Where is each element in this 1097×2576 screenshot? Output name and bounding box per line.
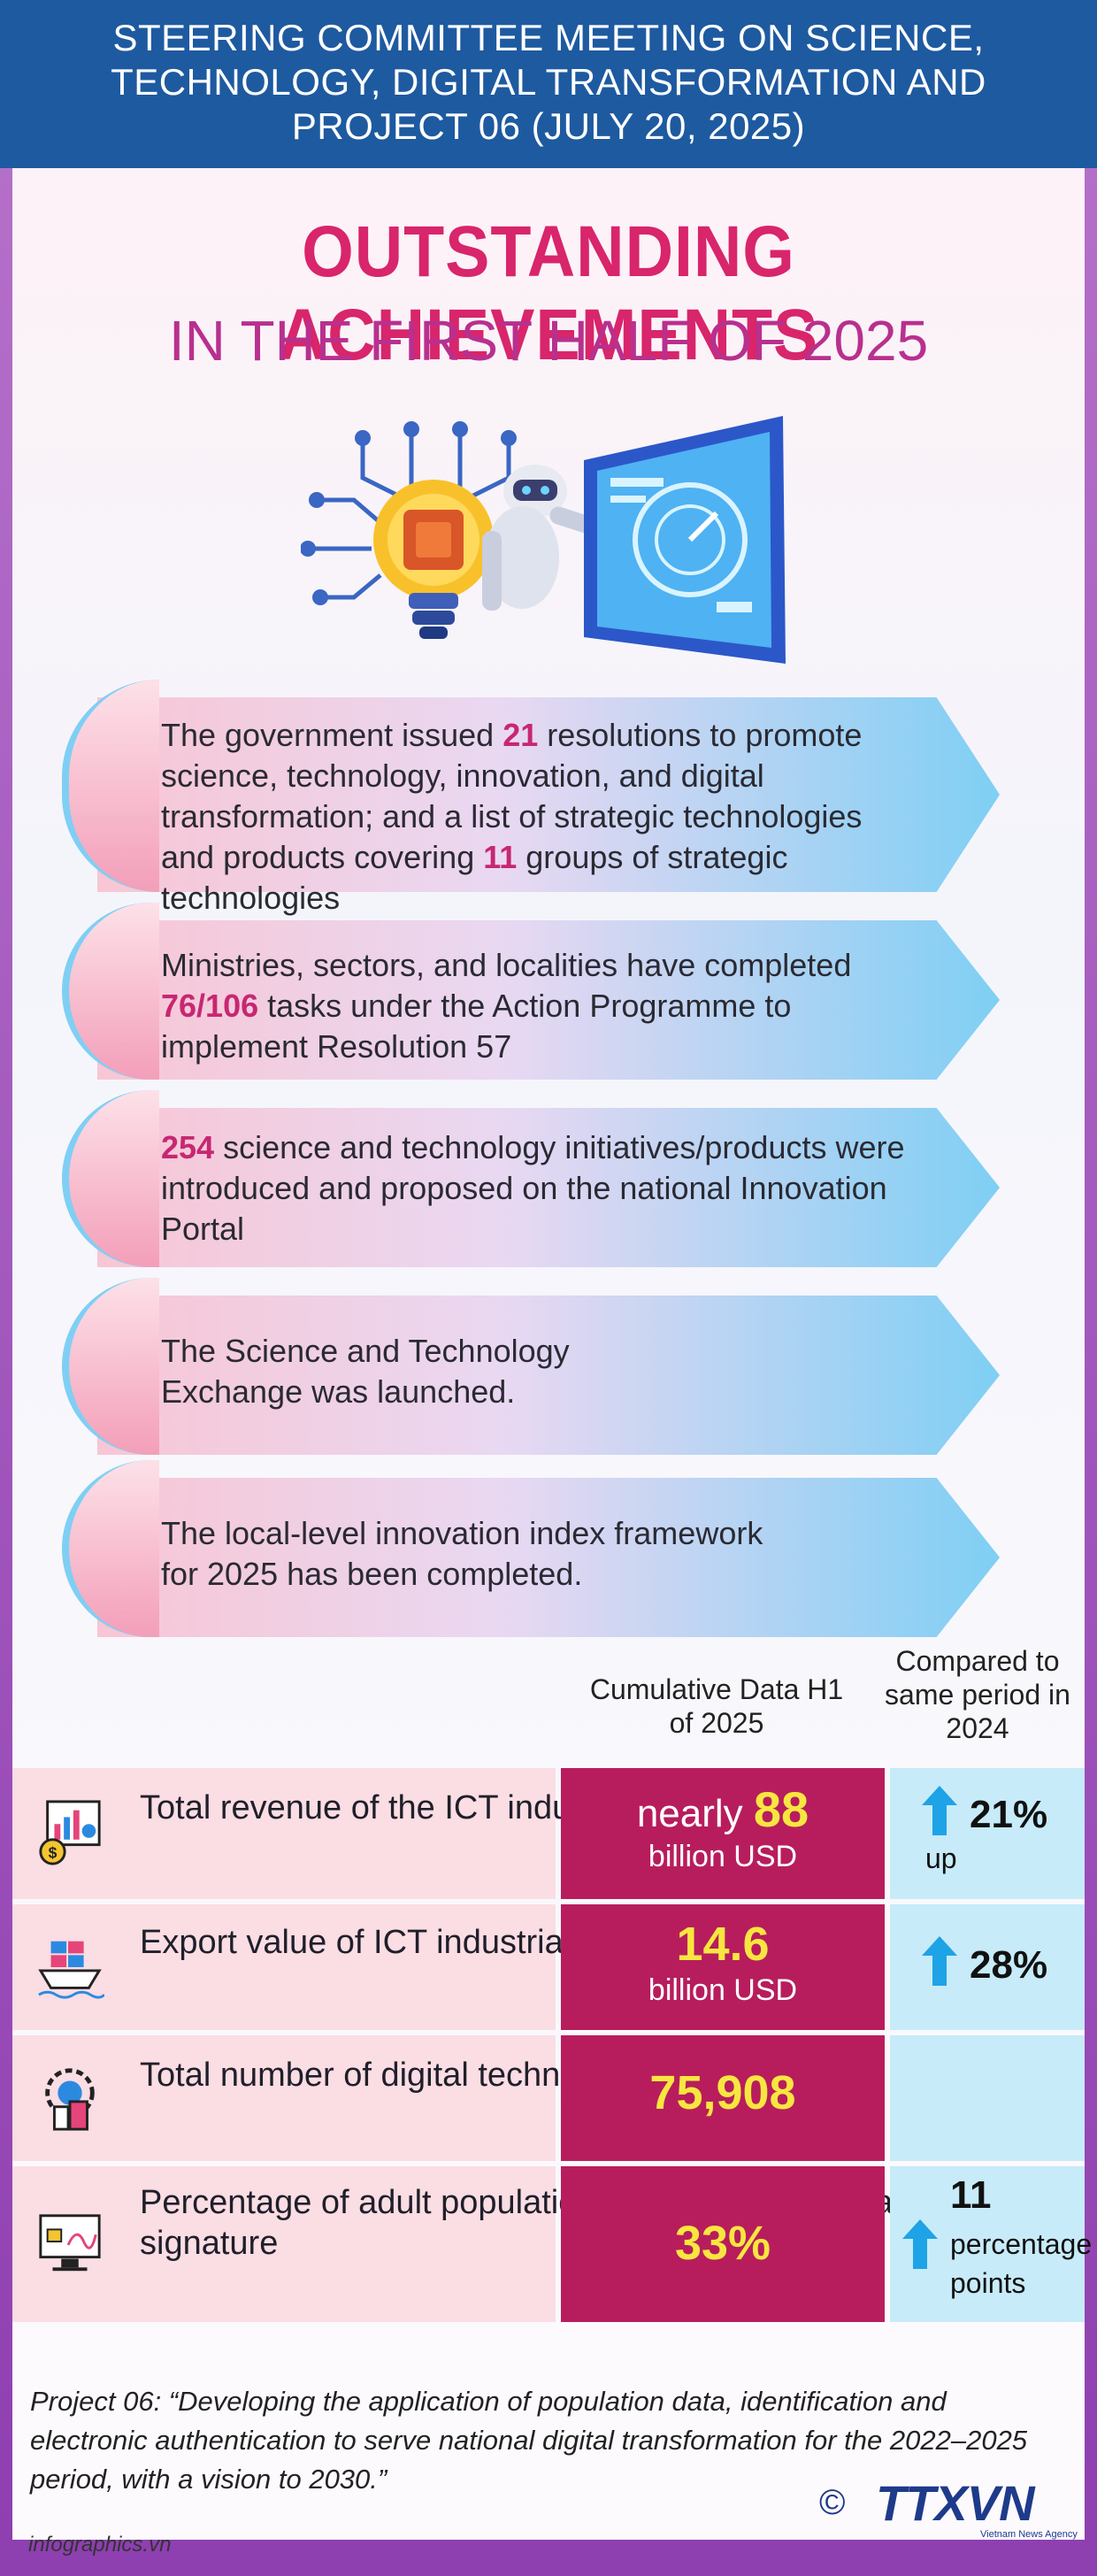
stat-label-cell [12,2035,556,2161]
stat-value-cell: 75,908 [561,2035,885,2161]
achievement-text-part: tasks under the Action Programme to impl… [161,988,792,1065]
cargo-ship-icon [38,1941,104,1999]
achievement-arrow-shape [97,1296,1000,1455]
stat-compare-cell: 21% up [890,1768,1085,1899]
header-line-3: PROJECT 06 (JULY 20, 2025) [291,105,806,147]
achievement-text: The government issued 21 resolutions to … [161,715,911,919]
digital-signature-icon [39,2214,101,2272]
stat-label-cell [12,2166,556,2322]
achievement-arrow-shape [97,1108,1000,1267]
stat-unit: billion USD [648,1840,798,1873]
technology-illustration [301,416,786,664]
achievement-text-part: Ministries, sectors, and localities have… [161,947,852,983]
achievement-half-circle [62,1090,159,1267]
stat-value: 14.6 [676,1918,770,1971]
up-arrow-icon [902,2219,938,2269]
achievement-half-circle [62,903,159,1080]
achievement-half-circle [62,1278,159,1455]
stat-value: 88 [753,1781,809,1837]
achievement-number: 254 [161,1129,215,1165]
stat-row: Export value of ICT industrial products … [12,1904,1085,2030]
ttxvn-logo: TTXVN [876,2475,1035,2531]
achievement-text-part: The government issued [161,717,503,753]
enterprise-gear-icon [45,2068,95,2131]
stat-value-cell: 14.6 billion USD [561,1904,885,2030]
achievement-text-part: science and technology initiatives/produ… [161,1129,905,1247]
achievement-arrow-shape [97,1478,1000,1637]
stat-change: 11 [950,2173,992,2217]
stat-change: 21% [970,1793,1048,1836]
robot-icon [482,465,610,611]
up-arrow-icon [922,1936,957,1986]
stat-compare-cell [890,2035,1085,2161]
stat-value: 33% [674,2217,771,2270]
touchscreen-icon [584,416,786,664]
achievement-half-circle [62,1460,159,1637]
header-line-1: STEERING COMMITTEE MEETING ON SCIENCE, [112,17,985,58]
stat-value: 75,908 [649,2066,796,2119]
stat-label-cell [12,1904,556,2030]
achievement-text-part: resolutions to promote science, technolo… [161,717,863,875]
stat-value-prefix: nearly [636,1792,743,1835]
stat-change-note: up [925,1842,957,1874]
ttxvn-logo-subtitle: Vietnam News Agency [980,2529,1078,2540]
achievement-item: The government issued 21 resolutions to … [62,680,1000,916]
stat-row: Total number of digital technology enter… [12,2035,1085,2161]
achievement-item: The Science and Technology Exchange was … [62,1278,1000,1455]
lightbulb-icon [373,480,494,639]
achievement-text: Ministries, sectors, and localities have… [161,945,911,1067]
right-border-stripe [1085,168,1097,2540]
revenue-chart-icon: $ [39,1800,101,1865]
achievement-arrow-shape [97,920,1000,1080]
achievement-text: 254 science and technology initiatives/p… [161,1127,911,1250]
achievement-text: The local-level innovation index framewo… [161,1515,763,1592]
page-title: OUTSTANDING ACHIEVEMENTS [278,211,819,375]
header-banner: STEERING COMMITTEE MEETING ON SCIENCE, T… [0,0,1097,168]
achievement-item: The local-level innovation index framewo… [62,1460,1000,1637]
achievement-text: The Science and Technology Exchange was … [161,1333,570,1410]
stat-unit: billion USD [648,1973,798,2007]
copyright-symbol: © [819,2483,846,2522]
column-header-cumulative: Cumulative Data H1 of 2025 [589,1673,844,1739]
achievement-text-part: groups of strategic technologies [161,839,788,916]
achievement-number: 11 [483,839,518,875]
stat-change: 28% [970,1943,1048,1987]
achievement-number: 76/106 [161,988,259,1024]
stat-label: Total revenue of the ICT industry [140,1789,625,1826]
page-subtitle: IN THE FIRST HALF OF 2025 [168,309,929,373]
stat-compare-cell: 11 percentage points [890,2166,1093,2322]
project-note: Project 06: “Developing the application … [30,2386,1028,2495]
stat-compare-cell: 28% [890,1904,1085,2030]
achievement-half-circle [62,680,159,892]
svg-text:$: $ [49,1843,58,1861]
left-border-stripe [0,168,12,2540]
up-arrow-icon [922,1786,957,1835]
bottom-bar [0,2540,1097,2576]
stat-value-cell: nearly 88 billion USD [561,1768,885,1899]
stat-label-cell [12,1768,556,1899]
column-header-compared: Compared to same period in 2024 [885,1645,1070,1744]
stat-row: $ Total revenue of the ICT industry near… [12,1768,1085,1899]
achievement-number: 21 [502,717,539,753]
achievement-arrow-shape [97,697,1000,892]
stat-value-cell: 33% [561,2166,885,2322]
header-line-2: TECHNOLOGY, DIGITAL TRANSFORMATION AND [111,61,986,103]
source-site: infographics.vn [28,2533,172,2557]
stat-row: Percentage of adult population with pers… [12,2166,1093,2322]
stat-change-note: percentage points [950,2228,1093,2299]
achievement-item: 254 science and technology initiatives/p… [62,1090,1000,1267]
achievement-item: Ministries, sectors, and localities have… [62,903,1000,1080]
